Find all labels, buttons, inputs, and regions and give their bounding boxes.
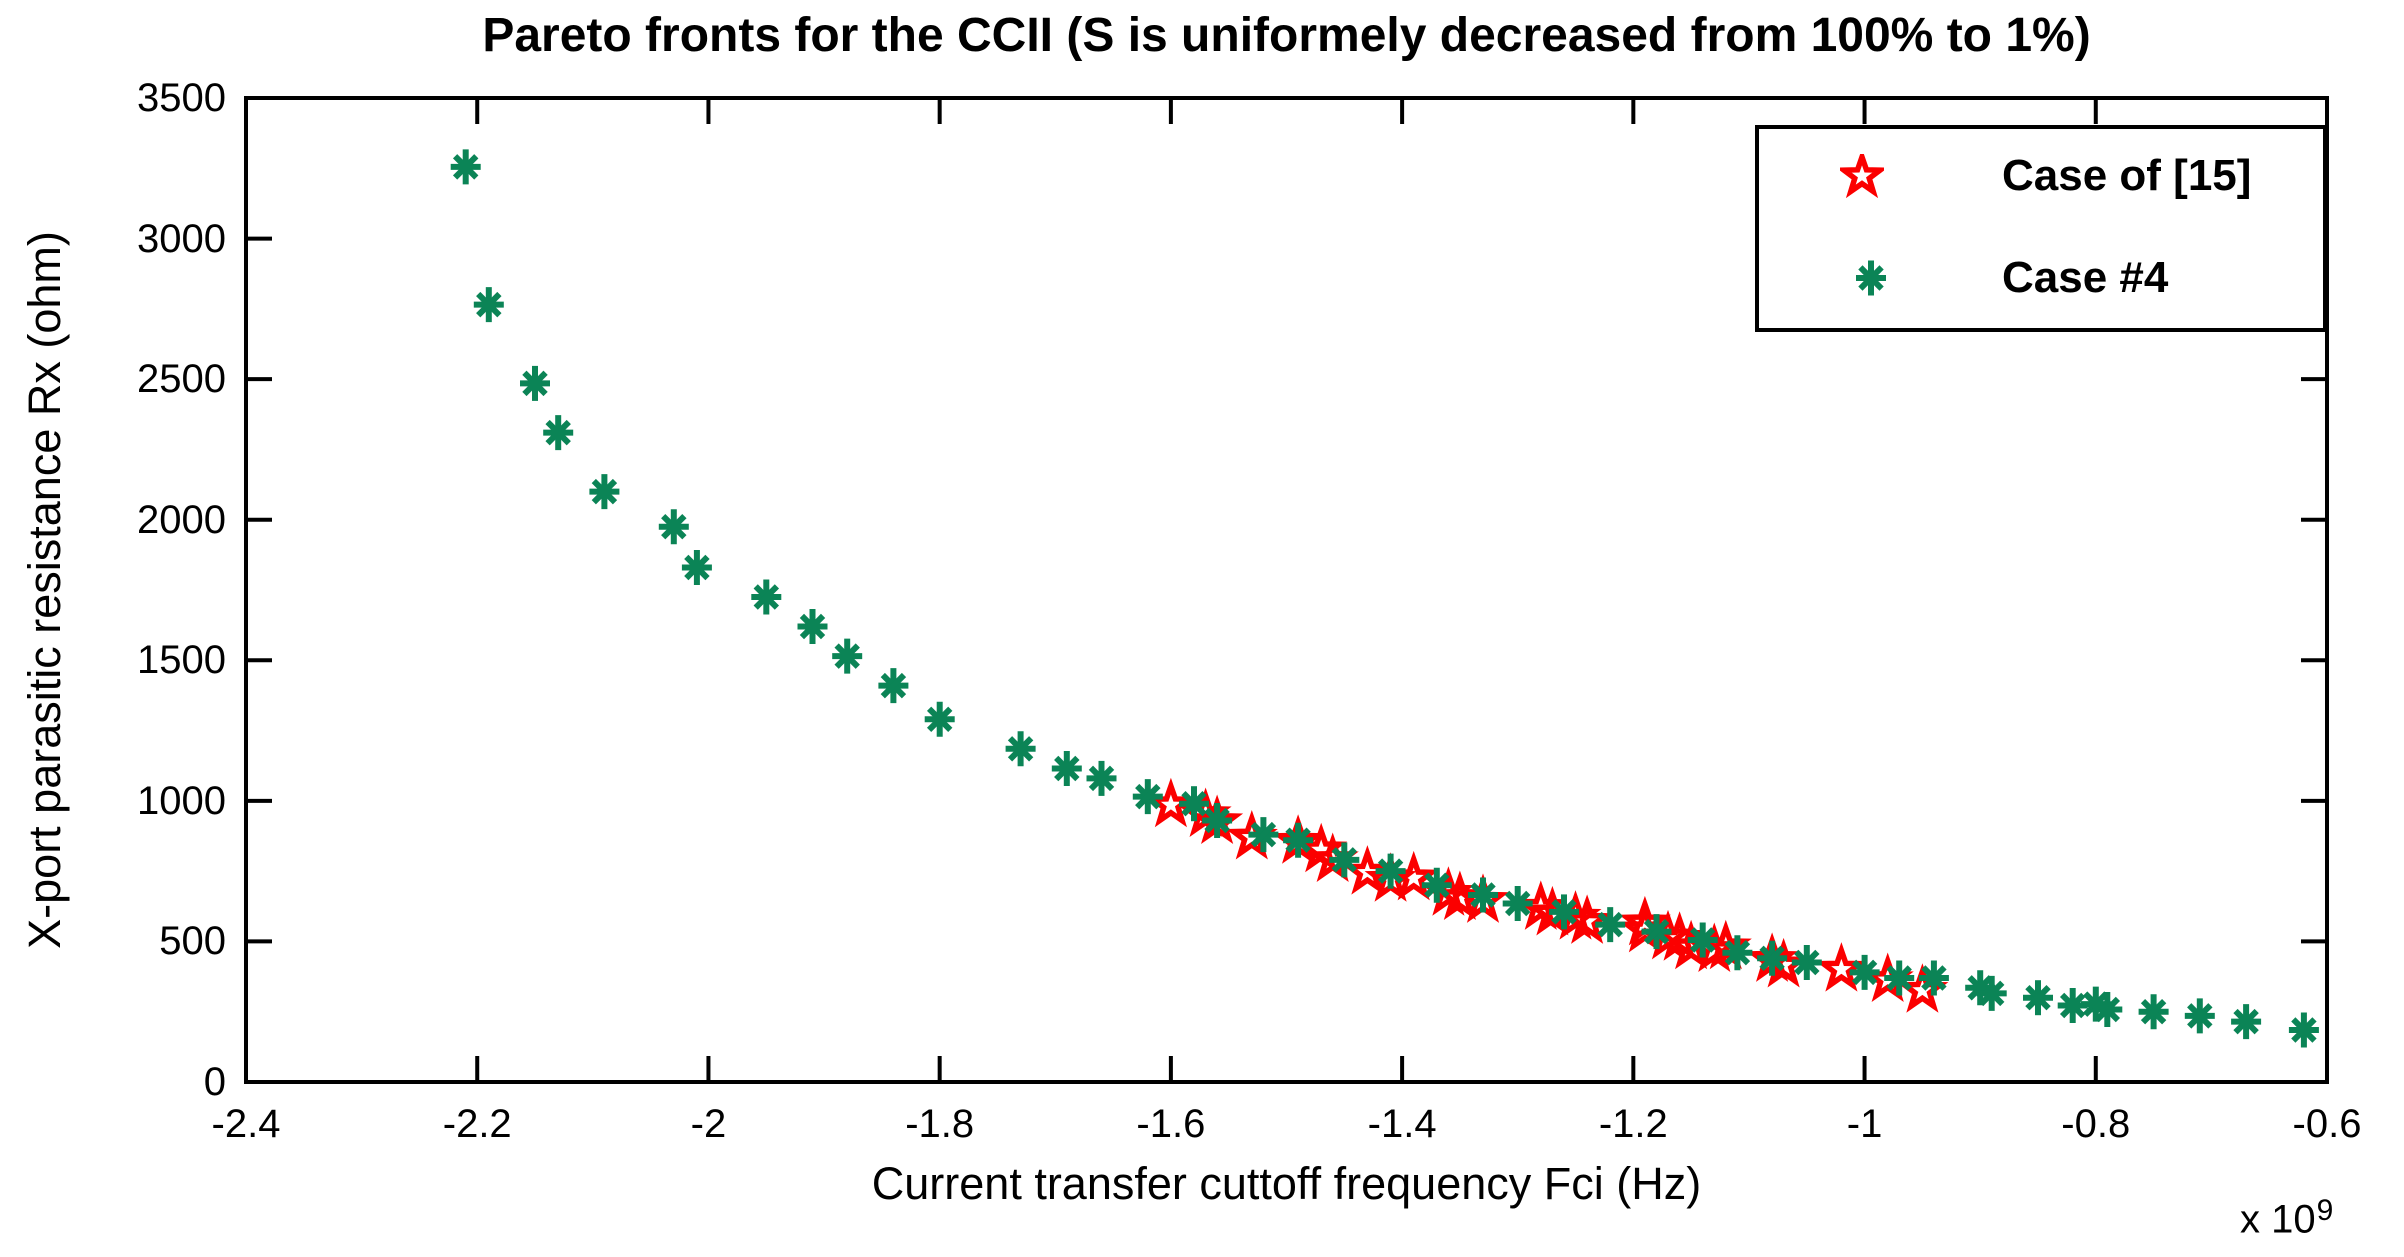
legend-label-case-4: Case #4 [2002, 253, 2169, 302]
data-point-marker [1133, 779, 1163, 814]
data-point-marker [1503, 886, 1533, 921]
y-tick-label: 2500 [137, 357, 226, 402]
y-tick-label: 2000 [137, 497, 226, 542]
x-tick-label: -0.6 [2292, 1102, 2362, 1146]
x-tick-label: -2.4 [211, 1102, 281, 1146]
data-point-marker [1792, 945, 1822, 980]
legend-entry-case-of-15: Case of [15] [1759, 146, 2323, 206]
x-tick-label: -1.8 [905, 1102, 975, 1146]
data-point-marker [1006, 731, 1036, 766]
data-point-marker [1087, 761, 1117, 796]
y-tick-label: 1500 [137, 638, 226, 683]
chart-title: Pareto fronts for the CCII (S is uniform… [482, 9, 2091, 62]
x-axis-multiplier-exponent: 9 [2316, 1194, 2334, 1227]
axis-ticks [244, 96, 2329, 1084]
series-case-of-15- [1153, 786, 1941, 1006]
data-point-marker [589, 474, 619, 509]
data-point-marker [925, 702, 955, 737]
data-point-marker [520, 366, 550, 401]
data-point-marker [798, 609, 828, 644]
x-tick-label: -1 [1846, 1102, 1883, 1146]
pentagram-marker-icon [1840, 154, 1884, 198]
data-point-marker [451, 149, 481, 184]
data-point-marker [543, 415, 573, 450]
data-point-marker [1052, 751, 1082, 786]
x-tick-label: -1.4 [1367, 1102, 1437, 1146]
data-point-marker [1919, 961, 1949, 996]
legend-entry-case-4: Case #4 [1759, 248, 2323, 308]
data-point-marker [2139, 994, 2169, 1029]
legend-label-case-of-15: Case of [15] [2002, 151, 2252, 200]
data-point-marker [659, 509, 689, 544]
y-tick-label: 3500 [137, 76, 226, 120]
data-point-marker [878, 668, 908, 703]
data-point-marker [2023, 980, 2053, 1015]
x-tick-label: -2.2 [442, 1102, 512, 1146]
data-point-marker [751, 580, 781, 615]
data-point-marker [2231, 1004, 2261, 1039]
y-tick-label: 1000 [137, 778, 226, 823]
data-point-marker [832, 639, 862, 674]
data-point-marker [2289, 1013, 2319, 1048]
x-axis-label: Current transfer cuttoff frequency Fci (… [871, 1158, 1702, 1209]
data-point-marker [474, 287, 504, 322]
y-tick-label: 3000 [137, 216, 226, 261]
axes-box [244, 96, 2329, 1084]
y-tick-label: 500 [159, 919, 226, 964]
asterisk-marker-icon [1849, 256, 1893, 300]
data-point-marker [2185, 998, 2215, 1033]
x-tick-label: -0.8 [2061, 1102, 2131, 1146]
y-tick-label: 0 [203, 1060, 226, 1104]
x-tick-label: -1.6 [1136, 1102, 1206, 1146]
x-tick-label: -2 [690, 1102, 727, 1146]
x-tick-label: -1.2 [1598, 1102, 1668, 1146]
data-point-marker [682, 550, 712, 585]
legend-box: Case of [15] Case #4 [1755, 125, 2327, 332]
x-axis-multiplier: x 109 [2240, 1192, 2334, 1242]
x-axis-multiplier-prefix: x 10 [2240, 1197, 2316, 1242]
